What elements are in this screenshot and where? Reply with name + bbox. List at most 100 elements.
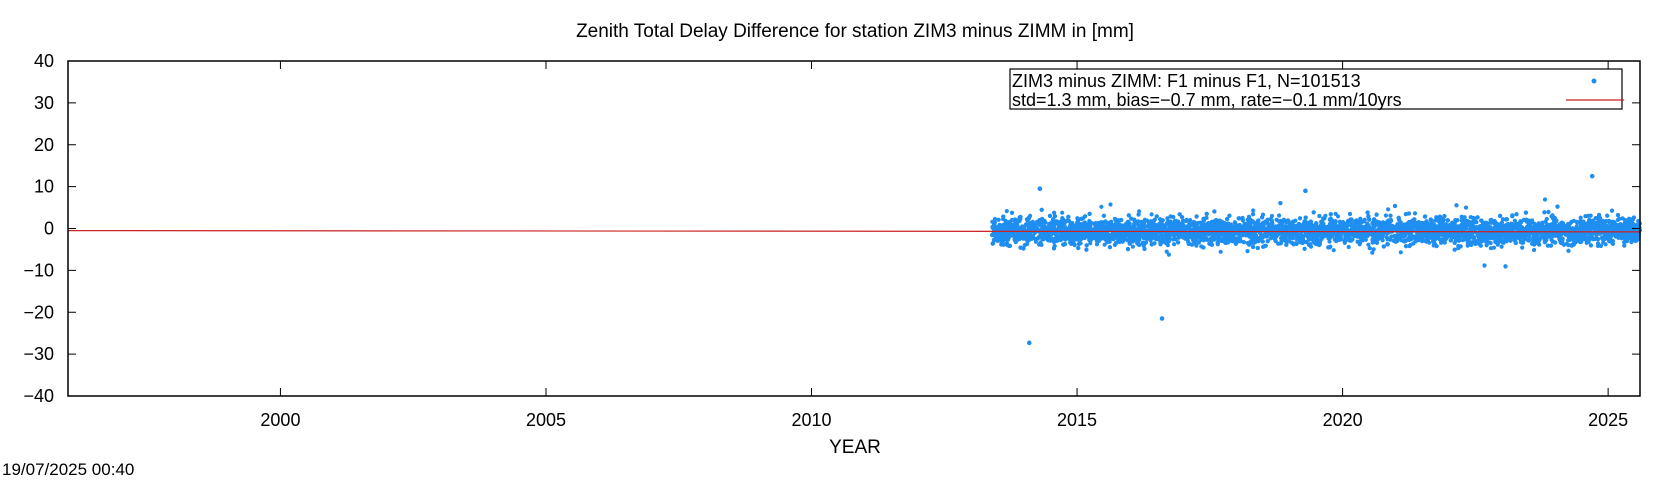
scatter-point [1456,245,1461,251]
scatter-point [1224,240,1229,245]
scatter-point [1469,242,1474,247]
scatter-point [1142,246,1147,251]
scatter-point [1381,244,1386,249]
scatter-point [1386,207,1391,212]
scatter-point [1130,244,1135,249]
scatter-point [1166,252,1171,257]
scatter-point [1052,210,1057,215]
scatter-point [1588,213,1593,218]
scatter-point [1227,213,1232,218]
scatter-point [1388,213,1393,218]
scatter-point [1327,239,1332,244]
scatter-point [1488,246,1493,251]
scatter-point [992,216,998,222]
scatter-point [1009,210,1015,215]
scatter-point [1107,245,1112,250]
scatter-point [1060,217,1065,222]
scatter-point [1186,218,1191,223]
scatter-point [1332,237,1337,242]
scatter-point [1484,224,1489,229]
scatter-point [1355,239,1360,244]
scatter-point [1001,242,1006,247]
scatter-point [1540,220,1545,225]
scatter-point [1371,247,1376,252]
scatter-point [1433,218,1438,223]
scatter-point [1546,209,1551,215]
scatter-point [1241,240,1246,245]
scatter-point [1102,242,1107,247]
scatter-point [1596,237,1601,242]
scatter-point [1251,208,1256,213]
scatter-point [1362,219,1367,224]
scatter-point [1465,243,1470,248]
scatter-point [1367,246,1372,251]
scatter-point [996,217,1001,222]
scatter-point [1463,205,1469,210]
scatter-point [1371,223,1376,228]
scatter-point [1443,222,1449,227]
scatter-point [1617,216,1622,221]
scatter-point [1423,238,1428,243]
scatter-point [1513,240,1518,246]
scatter-point [1630,217,1636,222]
scatter-point [1001,214,1006,219]
scatter-point [1542,197,1548,202]
scatter-point [1581,219,1586,224]
scatter-point [1412,217,1417,222]
scatter-point [1148,219,1153,224]
scatter-point [1346,244,1351,250]
scatter-point [1311,210,1316,215]
scatter-point [1004,241,1009,246]
scatter-point [1333,211,1338,216]
scatter-point [1076,241,1081,247]
scatter-point [1484,243,1489,248]
scatter-point [1499,244,1504,249]
scatter-point [1060,210,1065,215]
plot-area [67,173,1642,346]
scatter-point [1137,237,1142,242]
scatter-point [1566,242,1571,248]
scatter-point [1201,245,1206,250]
scatter-point [1084,243,1089,248]
chart-title: Zenith Total Delay Difference for statio… [576,21,1134,42]
scatter-point [1004,209,1009,214]
scatter-point [1385,242,1390,247]
scatter-point [1459,218,1464,223]
scatter-point [1168,214,1173,219]
scatter-point [1370,250,1375,255]
scatter-point [1520,245,1525,250]
scatter-point [1047,213,1053,218]
scatter-point [1328,212,1333,217]
scatter-point [1260,239,1265,244]
scatter-point [1408,220,1413,225]
scatter-point [1218,249,1223,254]
scatter-point [1164,249,1169,254]
scatter-point [1126,213,1131,218]
scatter-point [1473,241,1478,246]
scatter-point [1109,219,1114,224]
scatter-point [1595,243,1600,248]
scatter-point [1493,239,1498,245]
scatter-point [1331,248,1336,253]
scatter-point [1512,218,1517,223]
scatter-point [1165,216,1170,221]
scatter-point [1043,220,1048,225]
scatter-point [1442,214,1447,219]
scatter-point [1609,208,1615,213]
scatter-point [1099,204,1104,209]
scatter-point [1622,243,1627,248]
scatter-point [1317,213,1322,219]
scatter-point [1623,218,1628,223]
scatter-point [1491,245,1497,250]
scatter-point [1285,239,1290,244]
scatter-points [990,197,1642,269]
scatter-point [1448,238,1453,243]
scatter-point [1366,242,1371,247]
scatter-point [1149,212,1154,217]
scatter-point [1615,213,1621,218]
scatter-point [1578,215,1583,220]
scatter-point [1358,216,1363,221]
scatter-point [1125,247,1131,252]
scatter-point [1588,243,1593,248]
